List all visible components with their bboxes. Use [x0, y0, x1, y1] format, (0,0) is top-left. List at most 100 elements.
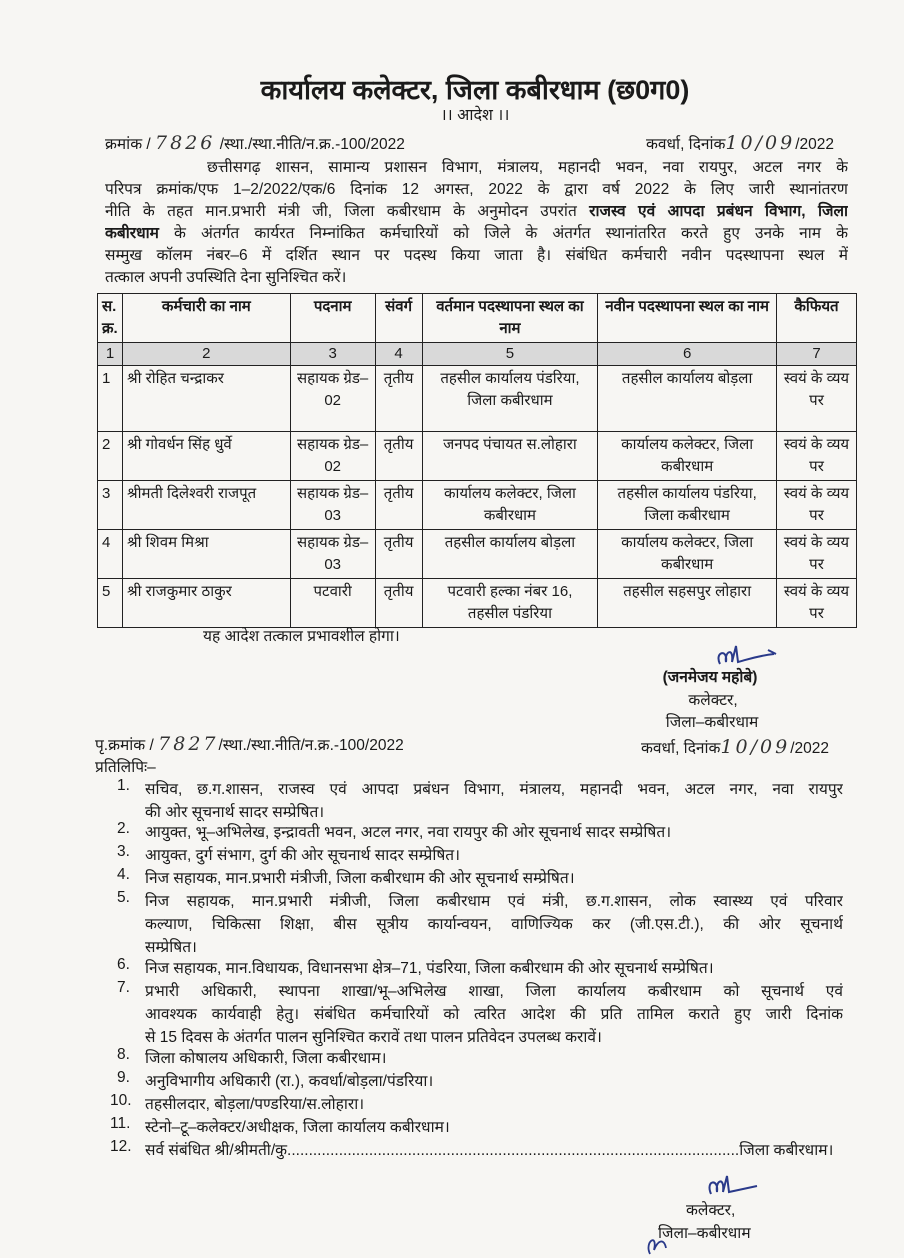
table-cell: स्वयं के व्यय पर — [776, 529, 857, 579]
intro-line: तत्काल अपनी उपस्थिति देना सुनिश्चित करें… — [105, 269, 347, 286]
column-number: 1 — [97, 342, 123, 366]
item-line: अनुविभागीय अधिकारी (रा.), कवर्धा/बोड़ला/… — [145, 1073, 434, 1090]
intro-text: नीति के तहत मान.प्रभारी मंत्री जी, जिला … — [105, 203, 577, 220]
handwritten-date: 10/09 — [720, 736, 791, 758]
table-cell: श्री रोहित चन्द्राकर — [121, 365, 291, 432]
table-cell: श्रीमती दिलेश्वरी राजपूत — [121, 480, 291, 530]
table-row: 5 श्री राजकुमार ठाकुर पटवारी तृतीय पटवारी हल… — [97, 578, 857, 628]
table-cell: सहायक ग्रेड–02 — [289, 365, 376, 432]
table-cell: कार्यालय कलेक्टर, जिला कबीरधाम — [597, 431, 777, 481]
column-header: कर्मचारी का नाम — [121, 293, 291, 343]
table-cell: तृतीय — [374, 578, 423, 628]
table-cell: तृतीय — [374, 480, 423, 530]
table-cell: 2 — [97, 431, 123, 481]
column-number: 2 — [121, 342, 291, 366]
column-header: नवीन पदस्थापना स्थल का नाम — [597, 293, 777, 343]
item-line: कल्याण, चिकित्सा शिक्षा, बीस सूत्रीय कार… — [145, 916, 843, 933]
item-number: 8. — [117, 1046, 130, 1063]
signatory-name: (जनमेजय महोबे) — [662, 669, 758, 686]
item-number: 9. — [117, 1069, 130, 1086]
table-row: 2 श्री गोवर्धन सिंह धुर्वे सहायक ग्रेड–02 त… — [97, 431, 857, 481]
copy-label: प्रतिलिपिः– — [95, 759, 156, 776]
table-cell: कार्यालय कलेक्टर, जिला कबीरधाम — [597, 529, 777, 579]
office-title: कार्यालय कलेक्टर, जिला कबीरधाम (छ0ग0) — [260, 75, 690, 105]
table-cell: पटवारी — [289, 578, 376, 628]
signatory-designation: कलेक्टर, — [688, 692, 738, 709]
item-text: निज सहायक, मान.विधायक, विधानसभा क्षेत्र–… — [145, 956, 843, 979]
table-cell: तहसील कार्यालय पंडरिया, जिला कबीरधाम — [421, 365, 599, 432]
item-line: से 15 दिवस के अंतर्गत पालन सुनिश्चित करा… — [145, 1029, 602, 1046]
item-line: की ओर सूचनार्थ सादर सम्प्रेषित। — [145, 804, 325, 821]
table-cell: स्वयं के व्यय पर — [776, 365, 857, 432]
intro-bold: कबीरधाम — [105, 225, 159, 242]
table-row: 1 श्री रोहित चन्द्राकर सहायक ग्रेड–02 तृतीय… — [97, 365, 857, 432]
handwritten-date: 10/09 — [725, 132, 796, 154]
item-number: 3. — [117, 843, 130, 860]
handwritten-copy-number: 7827 — [158, 733, 219, 755]
item-line: निज सहायक, मान.प्रभारी मंत्रीजी, जिला कब… — [145, 870, 575, 887]
copy-date: कवर्धा, दिनांक10/09/2022 — [641, 736, 829, 758]
item-text: स्टेनो–टू–कलेक्टर/अधीक्षक, जिला कार्यालय… — [145, 1115, 843, 1138]
order-date: कवर्धा, दिनांक10/09/2022 — [646, 132, 834, 154]
intro-line: छत्तीसगढ़ शासन, सामान्य प्रशासन विभाग, म… — [207, 159, 848, 176]
table-cell: सहायक ग्रेड–03 — [289, 480, 376, 530]
item-text: जिला कोषालय अधिकारी, जिला कबीरधाम। — [145, 1046, 843, 1069]
item-text: निज सहायक, मान.प्रभारी मंत्रीजी, जिला कब… — [145, 866, 843, 889]
table-cell: श्री राजकुमार ठाकुर — [121, 578, 291, 628]
date-label: कवर्धा, दिनांक — [646, 136, 726, 153]
table-cell: 3 — [97, 480, 123, 530]
table-cell: जनपद पंचायत स.लोहारा — [421, 431, 599, 481]
copy-ref-suffix: /स्था./स्था.नीति/न.क्र.-100/2022 — [218, 737, 404, 754]
column-number: 5 — [421, 342, 599, 366]
table-cell: स्वयं के व्यय पर — [776, 431, 857, 481]
item-line: निज सहायक, मान.प्रभारी मंत्रीजी, जिला कब… — [145, 893, 843, 910]
item-line: प्रभारी अधिकारी, स्थापना शाखा/भू–अभिलेख … — [145, 983, 843, 1000]
column-number: 4 — [374, 342, 423, 366]
copy-reference: पृ.क्रमांक / 7827/स्था./स्था.नीति/न.क्र.… — [95, 733, 404, 755]
item-line: स्टेनो–टू–कलेक्टर/अधीक्षक, जिला कार्यालय… — [145, 1119, 450, 1136]
item-line: आयुक्त, दुर्ग संभाग, दुर्ग की ओर सूचनार्… — [145, 847, 461, 864]
item-line: सर्व संबंधित श्री/श्रीमती/कु............… — [145, 1142, 834, 1159]
effective-note: यह आदेश तत्काल प्रभावशील होगा। — [203, 628, 400, 645]
order-reference: क्रमांक / 7826 /स्था./स्था.नीति/न.क्र.-1… — [105, 132, 405, 154]
item-number: 7. — [117, 979, 130, 996]
item-number: 1. — [117, 777, 130, 794]
item-line: आयुक्त, भू–अभिलेख, इन्द्रावती भवन, अटल न… — [145, 824, 672, 841]
table-cell: तृतीय — [374, 529, 423, 579]
table-cell: स्वयं के व्यय पर — [776, 578, 857, 628]
item-line: आवश्यक कार्यवाही हेतु। संबंधित कर्मचारिय… — [145, 1006, 843, 1023]
table-cell: तहसील सहसपुर लोहारा — [597, 578, 777, 628]
intro-line: सम्मुख कॉलम नंबर–6 में दर्शित स्थान पर प… — [105, 247, 848, 264]
ref-suffix: /स्था./स्था.नीति/न.क्र.-100/2022 — [219, 136, 405, 153]
column-number: 3 — [289, 342, 376, 366]
item-number: 11. — [110, 1115, 131, 1132]
item-number: 6. — [117, 956, 130, 973]
item-text: तहसीलदार, बोड़ला/पण्डरिया/स.लोहारा। — [145, 1092, 843, 1115]
item-line: सम्प्रेषित। — [145, 939, 197, 956]
item-line: सचिव, छ.ग.शासन, राजस्व एवं आपदा प्रबंधन … — [145, 781, 843, 798]
signature — [708, 1175, 758, 1195]
item-text: अनुविभागीय अधिकारी (रा.), कवर्धा/बोड़ला/… — [145, 1069, 843, 1092]
table-cell: तहसील कार्यालय पंडरिया, जिला कबीरधाम — [597, 480, 777, 530]
item-text: प्रभारी अधिकारी, स्थापना शाखा/भू–अभिलेख … — [145, 979, 843, 1048]
table-cell: 5 — [97, 578, 123, 628]
table-row: 3 श्रीमती दिलेश्वरी राजपूत सहायक ग्रेड–03 त… — [97, 480, 857, 530]
table-cell: श्री गोवर्धन सिंह धुर्वे — [121, 431, 291, 481]
item-number: 4. — [117, 866, 130, 883]
table-cell: सहायक ग्रेड–02 — [289, 431, 376, 481]
item-text: निज सहायक, मान.प्रभारी मंत्रीजी, जिला कब… — [145, 889, 843, 958]
date-year: /2022 — [795, 136, 835, 153]
item-number: 5. — [117, 889, 130, 906]
item-line: जिला कोषालय अधिकारी, जिला कबीरधाम। — [145, 1050, 387, 1067]
transfer-table: स. क्र. कर्मचारी का नाम पदनाम संवर्ग वर्तमान… — [97, 293, 857, 628]
intro-text: के अंतर्गत कार्यरत निम्नांकित कर्मचारियो… — [174, 225, 848, 242]
column-header: वर्तमान पदस्थापना स्थल का नाम — [421, 293, 599, 343]
intro-line: कबीरधाम के अंतर्गत कार्यरत निम्नांकित कर… — [105, 221, 848, 243]
table-cell: स्वयं के व्यय पर — [776, 480, 857, 530]
table-header-row: स. क्र. कर्मचारी का नाम पदनाम संवर्ग वर्तमान… — [97, 293, 857, 343]
column-number: 6 — [597, 342, 777, 366]
table-cell: तृतीय — [374, 431, 423, 481]
column-header: संवर्ग — [374, 293, 423, 343]
footer-district: जिला–कबीरधाम — [658, 1225, 751, 1242]
